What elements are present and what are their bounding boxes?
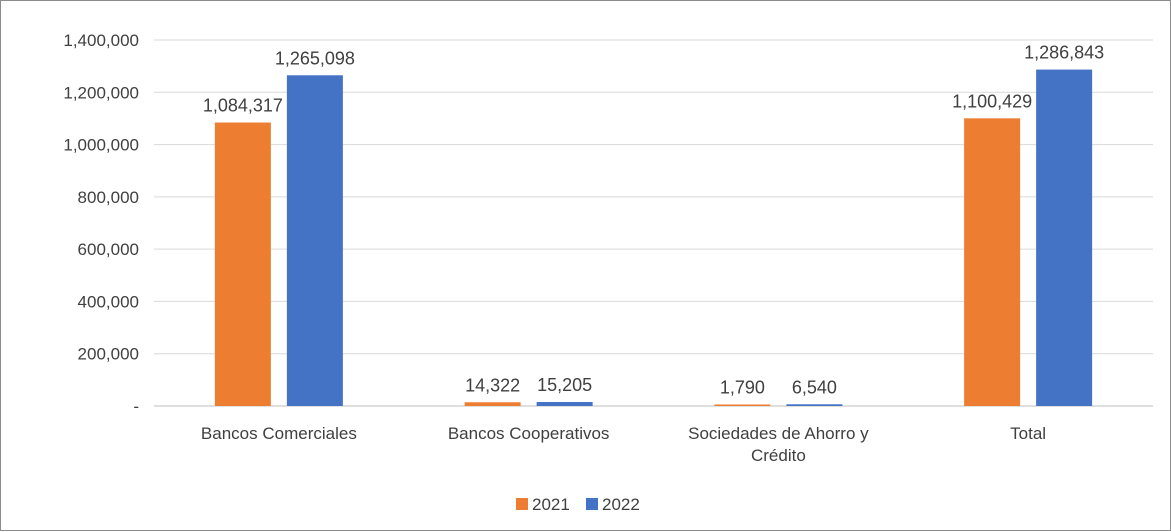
- bar-2022: [786, 404, 843, 406]
- data-label: 1,100,429: [952, 91, 1032, 111]
- y-tick-label: 800,000: [78, 188, 139, 207]
- x-tick-label: Crédito: [751, 446, 806, 465]
- legend-label: 2022: [602, 495, 640, 514]
- y-tick-label: 400,000: [78, 292, 139, 311]
- bar-2022: [1036, 69, 1093, 407]
- y-tick-label: 1,400,000: [63, 31, 139, 50]
- bar-2022: [536, 402, 593, 406]
- x-tick-label: Sociedades de Ahorro y: [688, 424, 869, 443]
- y-tick-label: 1,200,000: [63, 83, 139, 102]
- bar-2021: [964, 118, 1021, 407]
- bar-2021: [214, 122, 271, 406]
- bar-2022: [286, 75, 343, 406]
- data-label: 1,790: [720, 378, 765, 398]
- x-tick-label: Bancos Comerciales: [201, 424, 357, 443]
- x-tick-label: Bancos Cooperativos: [448, 424, 610, 443]
- y-tick-label: -: [133, 397, 139, 416]
- legend-label: 2021: [532, 495, 570, 514]
- legend-swatch: [586, 498, 598, 510]
- y-tick-label: 200,000: [78, 345, 139, 364]
- bar-2021: [464, 402, 521, 406]
- data-label: 1,084,317: [203, 96, 283, 116]
- bar-2021: [714, 404, 771, 406]
- data-label: 1,265,098: [275, 48, 355, 68]
- data-label: 14,322: [465, 375, 520, 395]
- y-tick-label: 1,000,000: [63, 136, 139, 155]
- data-label: 1,286,843: [1024, 43, 1104, 63]
- data-label: 15,205: [537, 375, 592, 395]
- x-tick-label: Total: [1010, 424, 1046, 443]
- legend-swatch: [516, 498, 528, 510]
- y-tick-label: 600,000: [78, 240, 139, 259]
- data-label: 6,540: [792, 377, 837, 397]
